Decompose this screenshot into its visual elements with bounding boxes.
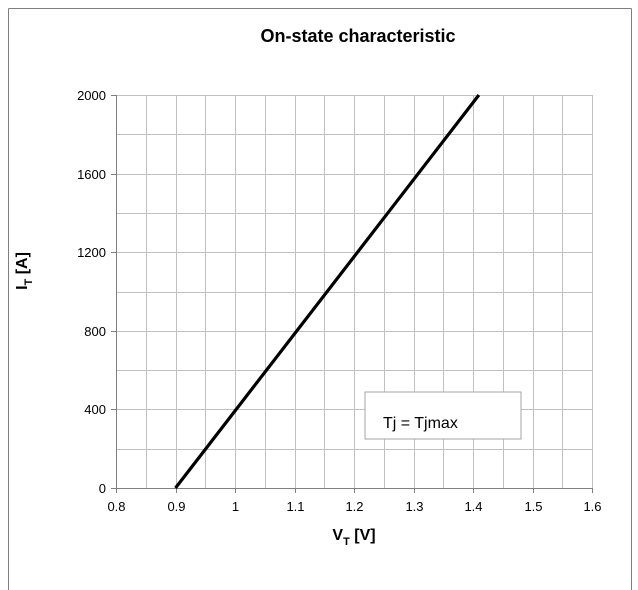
x-axis-label: VT [V] [332, 527, 375, 548]
y-axis-label-main: I [14, 285, 31, 289]
x-tick-label: 1 [232, 499, 239, 514]
annotation-text: Tj = Tjmax [383, 415, 458, 432]
x-tick-label: 0.9 [167, 499, 185, 514]
y-tick-label: 400 [84, 402, 106, 417]
y-tick-label: 800 [84, 324, 106, 339]
x-axis-label-sub: T [343, 536, 350, 548]
x-axis-label-main: V [332, 527, 343, 544]
x-axis-label-unit: [V] [350, 527, 376, 544]
annotation-box: Tj = Tjmax [364, 391, 522, 440]
chart-title: On-state characteristic [260, 26, 455, 46]
series-layer [174, 94, 481, 489]
x-tick-label: 0.8 [107, 499, 125, 514]
tick-labels: 0 400 800 1200 1600 2000 0.8 0.9 1 1.1 1.2 1.3 1.4 1.… [77, 88, 601, 514]
annotation-frame [364, 391, 522, 440]
x-tick-label: 1.2 [345, 499, 363, 514]
y-axis-label-unit: [A] [14, 252, 31, 279]
y-tick-label: 1200 [77, 245, 106, 260]
y-axis-label-sub: T [23, 278, 35, 285]
x-tick-label: 1.4 [464, 499, 482, 514]
y-tick-label: 1600 [77, 167, 106, 182]
x-tick-label: 1.1 [286, 499, 304, 514]
series-line [174, 94, 481, 489]
x-tick-label: 1.5 [524, 499, 542, 514]
y-tick-label: 0 [99, 481, 106, 496]
axes-layer [111, 95, 593, 493]
x-tick-label: 1.6 [583, 499, 601, 514]
y-axis-label: IT [A] [14, 252, 35, 290]
x-tick-label: 1.3 [405, 499, 423, 514]
y-tick-label: 2000 [77, 88, 106, 103]
